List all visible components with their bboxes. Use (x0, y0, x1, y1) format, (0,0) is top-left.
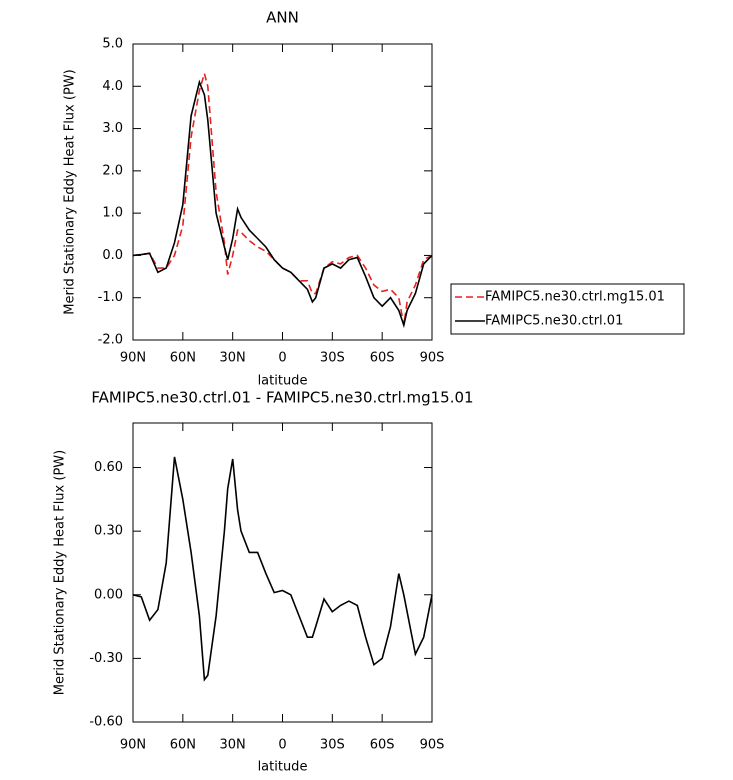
legend-label: FAMIPC5.ne30.ctrl.mg15.01 (485, 290, 665, 305)
x-tick-label: 90S (420, 738, 445, 753)
x-tick-label: 90N (120, 738, 146, 753)
y-tick-label: 3.0 (102, 121, 123, 136)
x-tick-label: 60S (370, 738, 395, 753)
series-line (132, 456, 433, 682)
x-tick-label: 60N (170, 351, 196, 366)
chart-title: FAMIPC5.ne30.ctrl.01 - FAMIPC5.ne30.ctrl… (91, 389, 473, 407)
y-tick-label: 0.60 (94, 460, 123, 475)
plot-frame (132, 43, 433, 341)
x-tick-label: 30S (320, 738, 345, 753)
y-tick-label: 2.0 (102, 163, 123, 178)
y-tick-label: -0.30 (89, 651, 123, 666)
y-axis-label: Merid Stationary Eddy Heat Flux (PW) (53, 450, 68, 695)
y-tick-label: 1.0 (102, 206, 123, 221)
x-tick-label: 0 (278, 738, 286, 753)
series-line (132, 70, 433, 326)
series-line (132, 79, 433, 329)
y-tick-label: -1.0 (98, 290, 123, 305)
x-axis-label: latitude (258, 374, 308, 389)
y-tick-label: -2.0 (98, 333, 123, 348)
x-tick-label: 90S (420, 351, 445, 366)
y-tick-label: 5.0 (102, 37, 123, 52)
x-tick-label: 60S (370, 351, 395, 366)
x-tick-label: 60N (170, 738, 196, 753)
legend-box (450, 283, 685, 335)
y-tick-label: 0.30 (94, 524, 123, 539)
legend-label: FAMIPC5.ne30.ctrl.01 (485, 314, 623, 329)
y-axis-label: Merid Stationary Eddy Heat Flux (PW) (63, 69, 78, 314)
plot-frame (132, 422, 433, 723)
x-tick-label: 30N (220, 738, 246, 753)
y-tick-label: -0.60 (89, 715, 123, 730)
x-tick-label: 30N (220, 351, 246, 366)
y-tick-label: 4.0 (102, 79, 123, 94)
x-tick-label: 0 (278, 351, 286, 366)
y-tick-label: 0.00 (94, 587, 123, 602)
x-axis-label: latitude (258, 760, 308, 775)
y-tick-label: 0.0 (102, 248, 123, 263)
x-tick-label: 30S (320, 351, 345, 366)
chart-title: ANN (266, 9, 299, 27)
x-tick-label: 90N (120, 351, 146, 366)
